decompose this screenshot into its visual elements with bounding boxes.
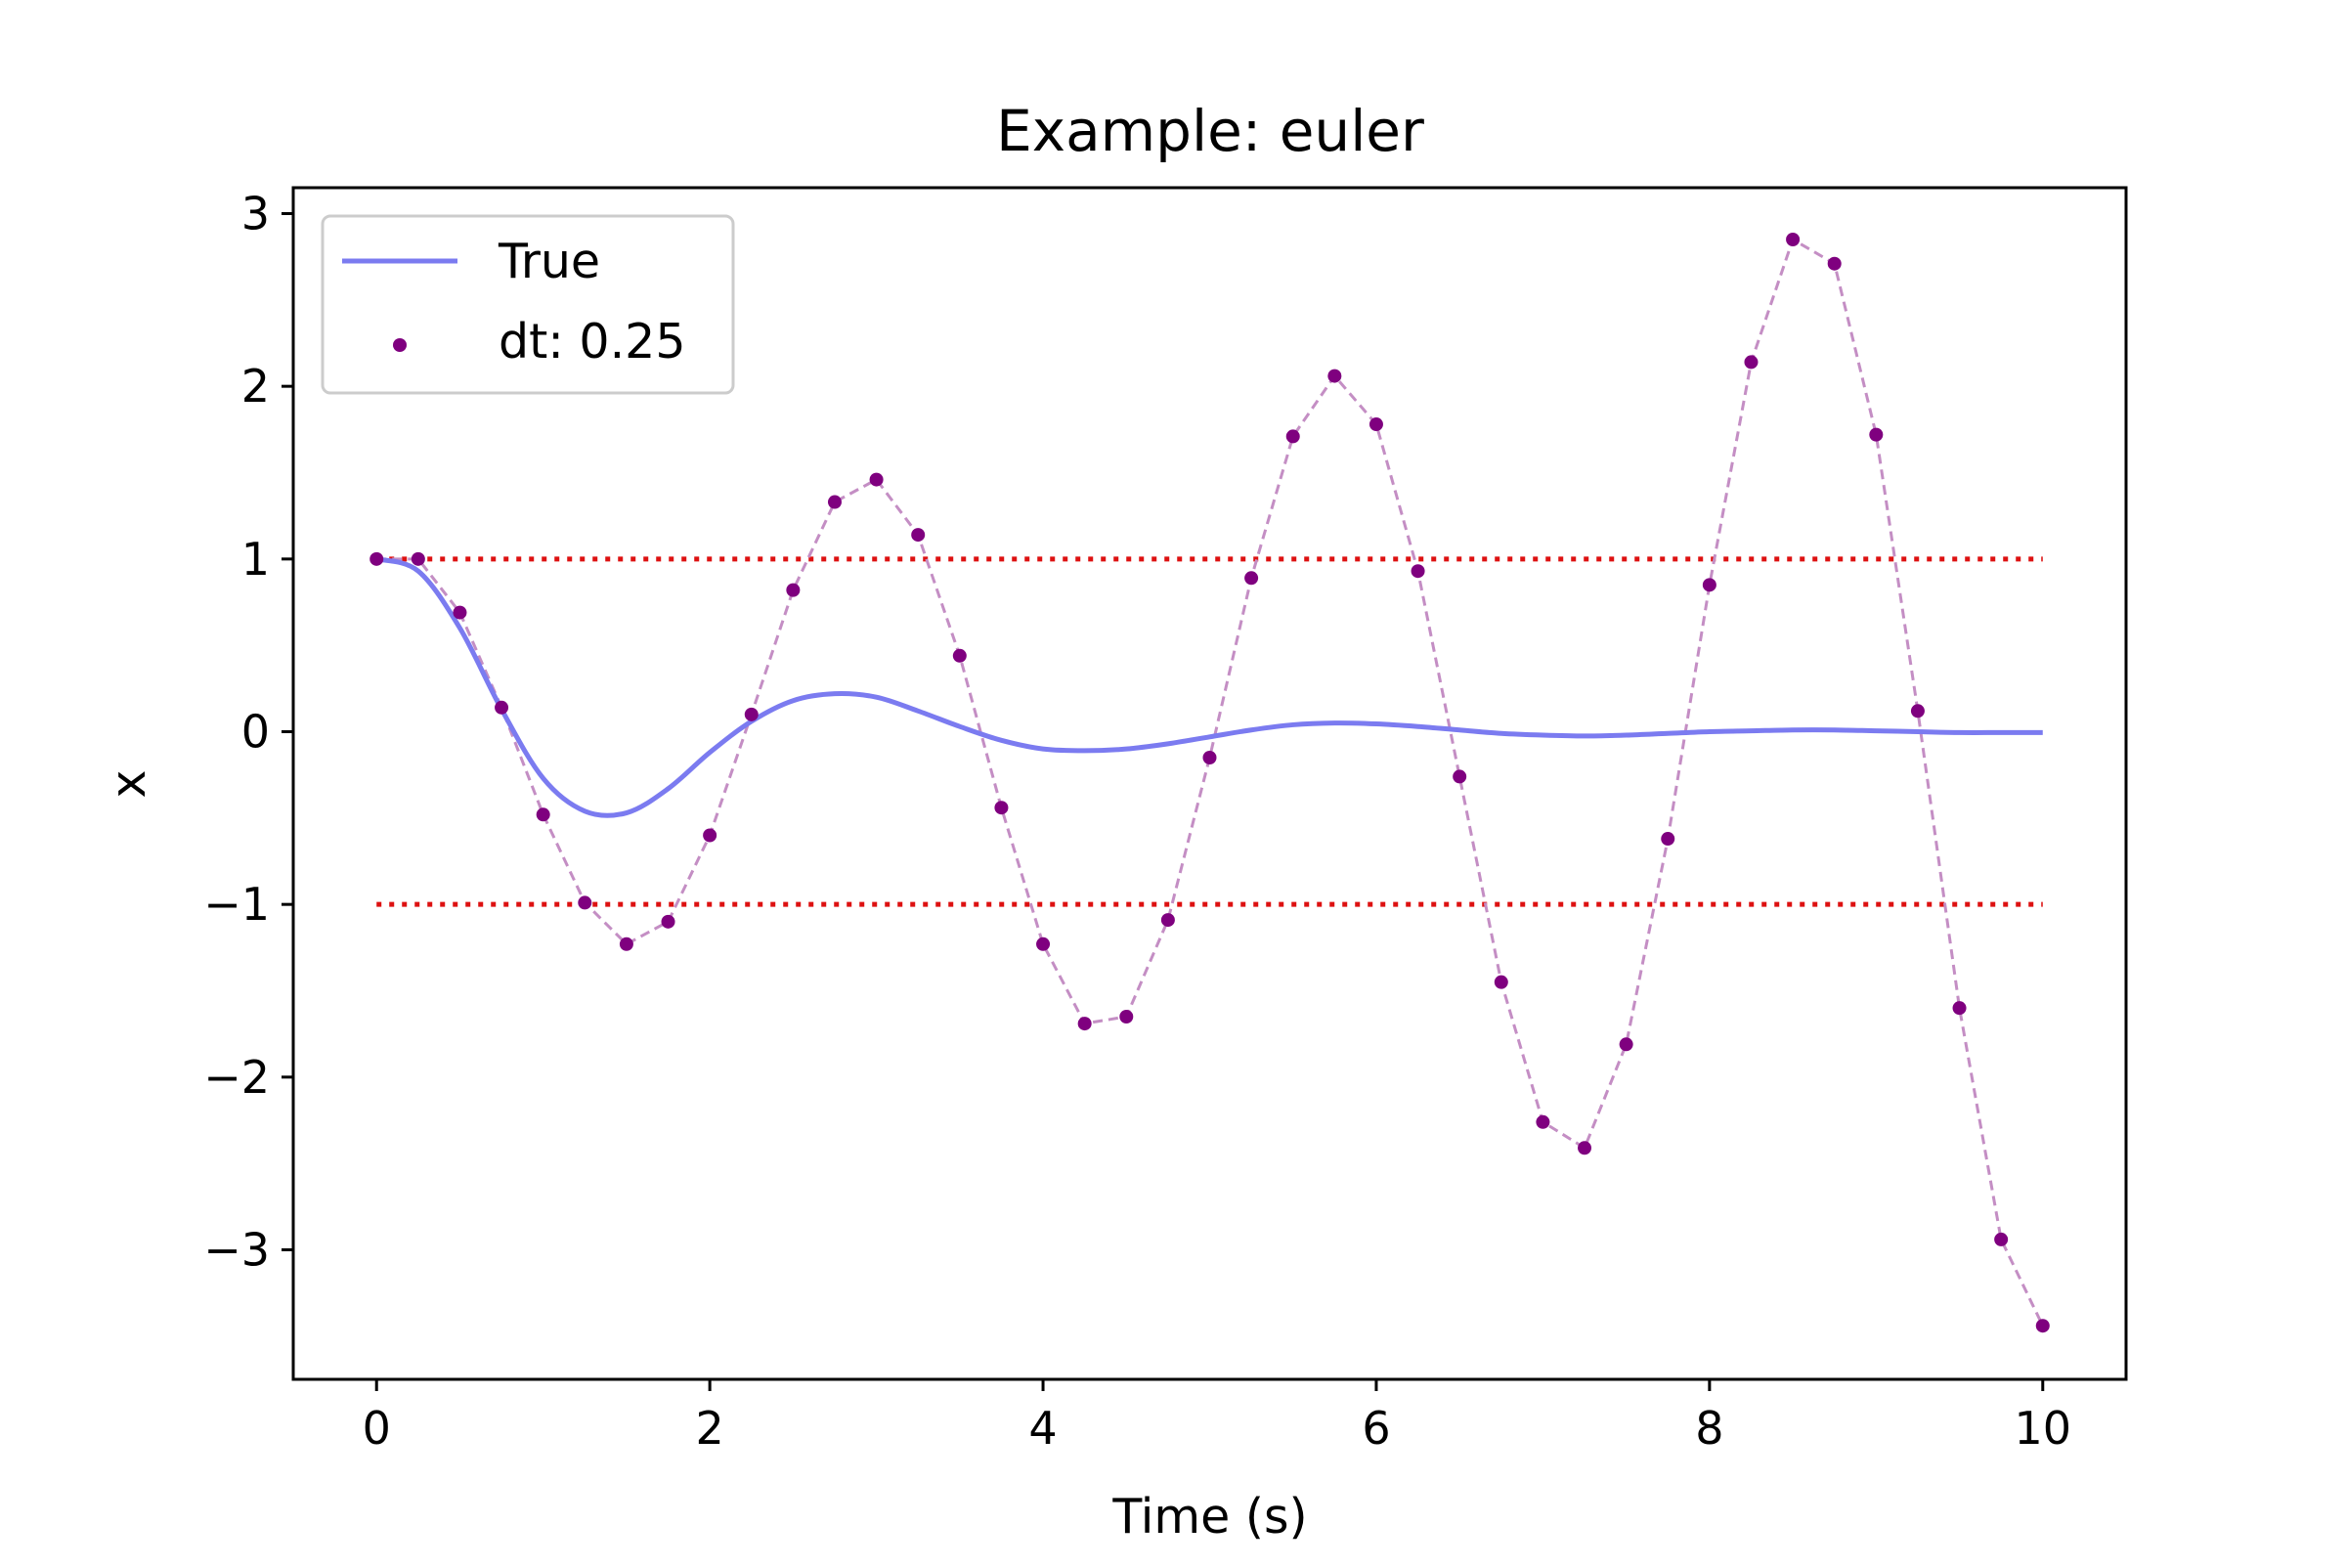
euler-point <box>744 707 759 721</box>
legend-euler-swatch <box>393 338 407 352</box>
euler-point <box>827 495 842 509</box>
euler-point <box>453 605 467 620</box>
x-tick-label: 6 <box>1362 1402 1390 1455</box>
y-tick-label: −2 <box>203 1051 270 1104</box>
euler-point <box>1786 233 1801 246</box>
x-axis-ticks: 0 2 4 6 8 10 <box>363 1379 2071 1455</box>
x-axis-label: Time (s) <box>1111 1489 1307 1545</box>
euler-point <box>911 528 926 543</box>
euler-point <box>1160 913 1175 928</box>
y-tick-label: 3 <box>241 188 270 240</box>
y-tick-label: −1 <box>203 878 270 931</box>
y-tick-label: −3 <box>203 1224 270 1277</box>
euler-point <box>703 828 717 843</box>
legend-euler-label: dt: 0.25 <box>499 314 686 370</box>
y-tick-label: 1 <box>241 533 270 586</box>
euler-point <box>1661 832 1675 847</box>
axes-frame <box>291 186 2128 1381</box>
x-tick-label: 2 <box>695 1402 723 1455</box>
euler-point <box>536 807 550 822</box>
plot-area <box>369 233 2050 1333</box>
euler-point <box>786 583 801 597</box>
y-axis-label: x <box>101 770 156 799</box>
y-tick-label: 2 <box>241 360 270 413</box>
x-tick-label: 0 <box>363 1402 391 1455</box>
legend: True dt: 0.25 <box>321 214 735 395</box>
euler-point <box>952 648 967 663</box>
euler-point <box>1119 1010 1134 1024</box>
euler-point <box>1619 1037 1633 1052</box>
euler-point <box>1952 1001 1967 1016</box>
y-tick-label: 0 <box>241 706 270 759</box>
euler-point <box>1910 704 1925 719</box>
euler-point <box>578 895 592 910</box>
x-tick-label: 4 <box>1028 1402 1057 1455</box>
x-tick-label: 8 <box>1695 1402 1723 1455</box>
true-series-line <box>375 556 2043 818</box>
euler-point <box>1744 355 1759 370</box>
euler-point <box>1077 1017 1092 1031</box>
euler-point <box>994 801 1009 815</box>
euler-point <box>1994 1232 2009 1246</box>
euler-point <box>1368 417 1383 432</box>
euler-point <box>2035 1319 2050 1333</box>
euler-point <box>1285 429 1300 444</box>
euler-point <box>369 551 384 566</box>
euler-point <box>495 700 509 715</box>
chart-title: Example: euler <box>996 98 1424 164</box>
euler-point <box>1453 769 1467 784</box>
legend-true-label: True <box>498 234 600 289</box>
euler-point <box>1202 751 1217 764</box>
euler-point <box>619 936 633 951</box>
euler-point <box>1411 564 1425 579</box>
euler-point <box>1327 369 1342 383</box>
euler-point <box>1494 975 1508 989</box>
euler-point <box>1244 571 1259 586</box>
x-tick-label: 10 <box>2014 1402 2071 1455</box>
euler-point <box>1036 936 1051 951</box>
euler-point <box>1827 256 1842 271</box>
y-axis-ticks: 3 2 1 0 −1 −2 −3 <box>203 188 293 1277</box>
euler-point <box>411 551 425 566</box>
euler-point <box>661 914 675 929</box>
euler-point <box>1702 578 1716 592</box>
euler-point <box>869 472 884 487</box>
euler-point <box>1869 427 1884 442</box>
euler-point <box>1578 1141 1592 1155</box>
euler-point <box>1536 1114 1550 1129</box>
